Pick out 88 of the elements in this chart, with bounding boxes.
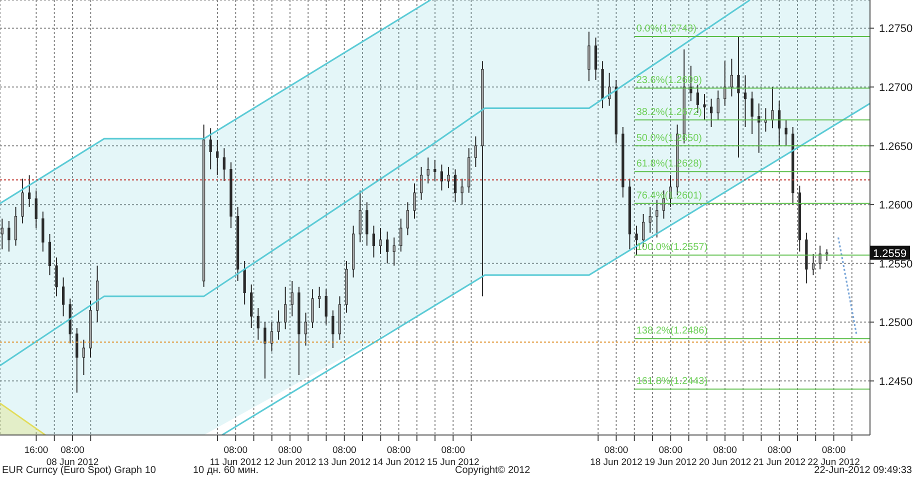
- candlestick: [28, 174, 31, 208]
- candlestick: [460, 178, 464, 206]
- candlestick: [277, 310, 280, 340]
- y-tick-label: 1.2750: [879, 23, 913, 36]
- x-tick-label: 08:00 18 Jun 2012: [590, 445, 642, 468]
- candlestick: [392, 236, 396, 266]
- line-series: [0, 0, 751, 366]
- series-label: 0.0%(1.2743): [636, 23, 696, 34]
- candlestick: [243, 260, 246, 305]
- candlestick: [434, 159, 436, 182]
- candlestick: [284, 286, 287, 330]
- candlestick: [784, 119, 788, 146]
- candlestick: [0, 218, 4, 250]
- candlestick: [216, 139, 219, 176]
- x-tick-label: 08:00 21 Jun 2012: [753, 445, 806, 468]
- candlestick: [400, 218, 402, 252]
- candlestick: [447, 166, 450, 189]
- candlestick: [14, 206, 18, 246]
- candlestick: [730, 58, 734, 97]
- candlestick: [290, 280, 294, 317]
- y-tick-label: 1.2700: [879, 82, 913, 94]
- candlestick: [372, 225, 376, 258]
- candlestick: [318, 286, 321, 309]
- y-tick-label: 1.2600: [879, 200, 913, 212]
- candlestick: [406, 202, 410, 236]
- x-tick-label: 08:00 20 Jun 2012: [698, 445, 752, 468]
- text: Copyright© 2012: [455, 465, 530, 477]
- candlestick: [55, 256, 58, 297]
- candlestick: [264, 322, 266, 380]
- candlestick: [826, 248, 828, 262]
- candlestick: [778, 100, 781, 146]
- candlestick: [710, 98, 713, 128]
- x-tick-label: 08:00 12 Jun 2012: [264, 445, 316, 468]
- candlestick: [8, 220, 10, 252]
- candlestick: [34, 190, 38, 229]
- candlestick: [48, 233, 52, 276]
- candlestick: [62, 276, 65, 317]
- annotation: 1.2559: [873, 248, 907, 260]
- candlestick: [386, 231, 389, 264]
- x-tick-label: 08:00 19 Jun 2012: [644, 445, 697, 468]
- candlestick: [594, 37, 598, 80]
- candlestick: [750, 91, 754, 135]
- candlestick: [21, 178, 24, 224]
- candlestick: [311, 288, 314, 329]
- candlestick: [771, 86, 774, 129]
- x-tick-label: 08:00 13 Jun 2012: [318, 445, 371, 468]
- candlestick: [304, 312, 308, 346]
- candlestick: [474, 136, 477, 168]
- candlestick: [413, 182, 416, 220]
- candlestick: [270, 322, 274, 352]
- candlestick: [703, 94, 706, 120]
- candlestick: [379, 228, 382, 254]
- y-tick-label: 1.2500: [879, 317, 913, 330]
- candlestick: [42, 211, 44, 252]
- y-tick-label: 1.2450: [879, 376, 913, 388]
- candlestick: [358, 190, 362, 243]
- candlestick: [256, 308, 260, 340]
- candlestick: [744, 74, 747, 128]
- candlestick: [656, 199, 658, 238]
- text: 22-Jun-2012 09:49:33: [814, 465, 912, 477]
- candlestick: [82, 339, 86, 376]
- candlestick: [440, 164, 444, 191]
- candlestick: [76, 328, 78, 394]
- series-label: 100.0%(1.2557): [636, 242, 708, 254]
- text: EUR Curncy (Euro Spot) Graph 10: [2, 465, 156, 477]
- candlestick: [332, 310, 334, 348]
- candlestick: [454, 168, 457, 203]
- candlestick: [812, 253, 815, 276]
- series-label: 161.8%(1.2443): [636, 376, 708, 388]
- x-tick-label: 08:00 14 Jun 2012: [372, 445, 425, 468]
- candlestick: [588, 31, 590, 82]
- candlestick: [648, 206, 652, 234]
- candlestick: [635, 225, 638, 256]
- x-tick-label: 16:00: [24, 445, 48, 456]
- candlestick: [222, 148, 226, 182]
- candlestick: [420, 166, 423, 200]
- series-label: 138.2%(1.2486): [636, 326, 708, 337]
- candlestick: [737, 36, 740, 158]
- y-tick-label: 1.2550: [879, 258, 913, 270]
- candlestick: [250, 284, 253, 329]
- candlestick: [324, 288, 328, 325]
- candlestick: [818, 245, 822, 270]
- candlestick: [366, 202, 368, 246]
- text: 10 дн. 60 мин.: [193, 465, 258, 477]
- y-tick-label: 1.2650: [879, 140, 913, 153]
- candlestick: [209, 128, 212, 170]
- candlestick: [426, 157, 430, 184]
- candlestick: [716, 90, 720, 120]
